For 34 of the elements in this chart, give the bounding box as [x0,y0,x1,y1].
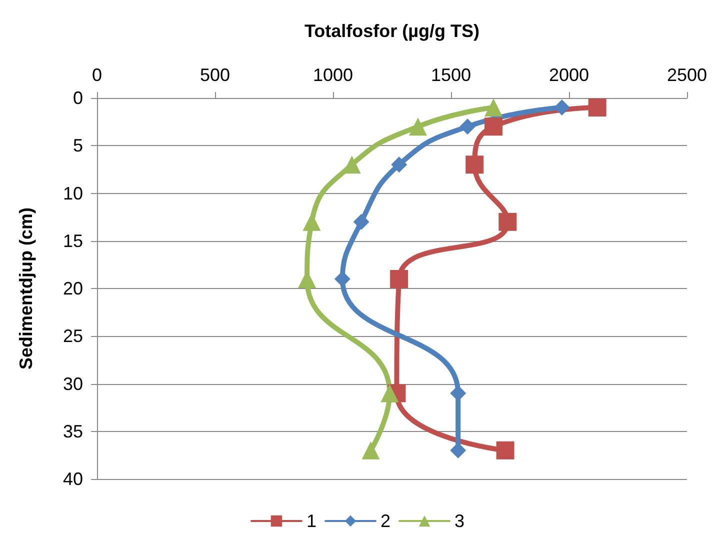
y-tick-label: 10 [62,183,83,204]
point [390,270,408,288]
y-axis-title: Sedimentdjup (cm) [16,207,36,370]
y-tick-label: 15 [62,230,83,251]
point [362,441,380,460]
y-tick-label: 5 [72,136,83,156]
point [408,118,427,136]
x-tick-label: 2500 [666,65,708,85]
point [466,156,484,174]
legend-label: 3 [454,511,465,531]
y-tick-label: 0 [72,88,83,108]
x-tick-label: 1500 [430,65,472,85]
point [498,212,517,231]
x-tick-label: 2000 [548,65,590,85]
y-tick-label: 35 [62,421,83,442]
point [484,98,502,117]
x-tick-label: 500 [200,65,230,85]
point [588,98,606,117]
y-tick-label: 30 [62,374,83,394]
x-tick-label: 0 [92,65,102,85]
point [391,156,408,173]
x-tick-label: 1000 [312,65,354,85]
legend-label: 2 [380,511,391,531]
point [496,441,514,460]
y-tick-label: 20 [62,278,83,298]
point [380,384,399,402]
point [302,212,321,231]
point [484,118,502,136]
point [460,118,476,135]
point [353,214,370,230]
legend-label: 1 [306,511,316,531]
x-axis-title: Totalfosfor (µg/g TS) [304,21,480,41]
y-tick-label: 25 [62,326,83,346]
y-tick-label: 40 [62,469,83,489]
